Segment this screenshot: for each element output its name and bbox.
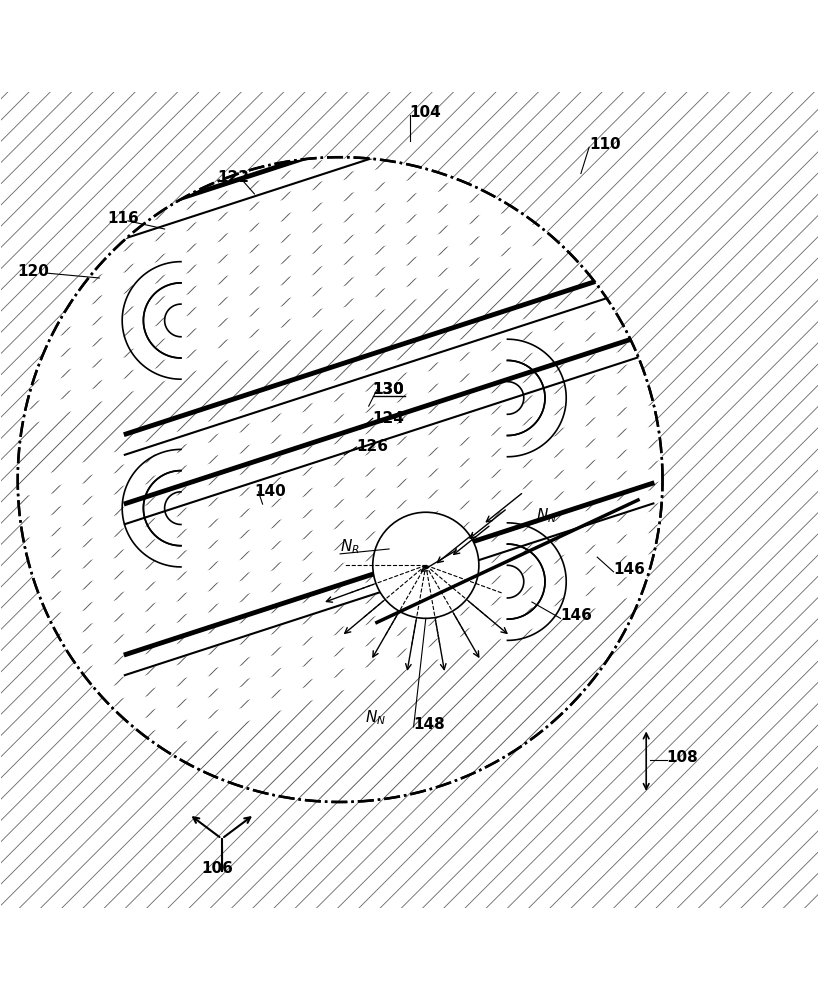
Polygon shape xyxy=(24,506,673,729)
Polygon shape xyxy=(24,138,673,362)
Polygon shape xyxy=(24,96,673,319)
Text: $N_R$: $N_R$ xyxy=(340,537,360,556)
Text: 146: 146 xyxy=(613,562,645,577)
Polygon shape xyxy=(24,463,673,687)
Polygon shape xyxy=(24,75,673,298)
Polygon shape xyxy=(24,53,673,277)
Polygon shape xyxy=(24,442,673,665)
Text: 116: 116 xyxy=(107,211,139,226)
Text: 130: 130 xyxy=(373,382,405,397)
Circle shape xyxy=(373,512,479,618)
Text: 148: 148 xyxy=(414,717,446,732)
Text: 126: 126 xyxy=(356,439,388,454)
Text: 122: 122 xyxy=(218,170,250,185)
Polygon shape xyxy=(24,0,673,213)
Polygon shape xyxy=(24,315,673,538)
Polygon shape xyxy=(24,357,673,580)
Polygon shape xyxy=(24,117,673,340)
Circle shape xyxy=(18,157,663,802)
Polygon shape xyxy=(24,527,673,750)
Polygon shape xyxy=(24,0,673,192)
Polygon shape xyxy=(24,202,673,425)
Polygon shape xyxy=(24,272,673,496)
Polygon shape xyxy=(24,336,673,559)
Text: 130: 130 xyxy=(373,382,405,397)
Polygon shape xyxy=(24,548,673,771)
Polygon shape xyxy=(24,484,673,708)
Text: 108: 108 xyxy=(667,750,699,765)
Polygon shape xyxy=(24,293,673,517)
Text: 120: 120 xyxy=(18,264,50,279)
Polygon shape xyxy=(24,11,673,234)
Text: 146: 146 xyxy=(560,608,592,623)
Polygon shape xyxy=(24,378,673,602)
Polygon shape xyxy=(24,0,673,171)
Polygon shape xyxy=(24,421,673,644)
Polygon shape xyxy=(24,32,673,256)
Text: 124: 124 xyxy=(373,411,405,426)
Polygon shape xyxy=(24,159,673,383)
Text: 110: 110 xyxy=(589,137,621,152)
Text: $N_N$: $N_N$ xyxy=(536,506,557,525)
Text: 140: 140 xyxy=(255,484,286,499)
Text: 106: 106 xyxy=(201,861,233,876)
Polygon shape xyxy=(24,399,673,623)
Polygon shape xyxy=(24,181,673,404)
Text: $N_N$: $N_N$ xyxy=(364,708,386,727)
Polygon shape xyxy=(24,569,673,793)
Text: 104: 104 xyxy=(410,105,441,120)
